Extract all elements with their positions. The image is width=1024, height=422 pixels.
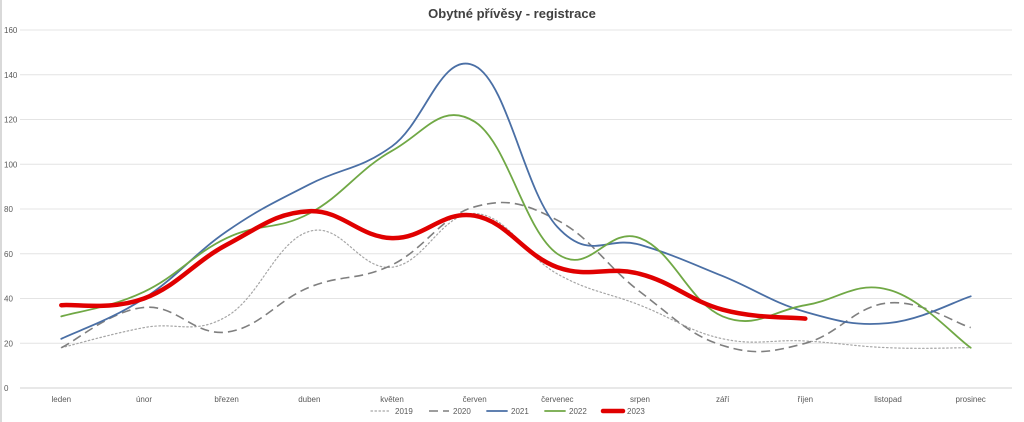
x-tick-label: květen bbox=[380, 395, 404, 404]
y-tick-label: 0 bbox=[4, 384, 9, 393]
legend-label-2023: 2023 bbox=[627, 407, 645, 416]
x-tick-label: září bbox=[716, 395, 730, 404]
series-line-2021 bbox=[60, 62, 972, 340]
y-tick-label: 140 bbox=[4, 71, 18, 80]
window-edge bbox=[0, 0, 2, 422]
x-tick-label: prosinec bbox=[956, 395, 986, 404]
series-line-2019 bbox=[60, 212, 972, 349]
y-axis-ticks: 0 20 40 60 80 100 120 140 160 bbox=[4, 26, 18, 393]
x-tick-label: duben bbox=[298, 395, 320, 404]
series-line-2022 bbox=[60, 114, 972, 349]
x-tick-label: leden bbox=[52, 395, 72, 404]
x-tick-label: říjen bbox=[798, 395, 814, 404]
y-tick-label: 120 bbox=[4, 116, 18, 125]
y-tick-label: 40 bbox=[4, 295, 13, 304]
x-axis-ticks: leden únor březen duben květen červen červenec… bbox=[52, 395, 986, 404]
series-line-2023 bbox=[59, 208, 808, 321]
x-tick-label: červen bbox=[463, 395, 487, 404]
x-tick-label: únor bbox=[136, 395, 152, 404]
legend: 2019 2020 2021 2022 2023 bbox=[370, 407, 645, 416]
chart-title: Obytné přívěsy - registrace bbox=[428, 6, 596, 21]
y-tick-label: 80 bbox=[4, 205, 13, 214]
x-tick-label: březen bbox=[214, 395, 238, 404]
legend-label-2021: 2021 bbox=[511, 407, 529, 416]
y-tick-label: 20 bbox=[4, 339, 13, 348]
x-tick-label: červenec bbox=[541, 395, 573, 404]
y-tick-label: 160 bbox=[4, 26, 18, 35]
legend-label-2022: 2022 bbox=[569, 407, 587, 416]
grid-layer bbox=[20, 29, 1012, 389]
series-line-2020 bbox=[60, 201, 971, 353]
legend-label-2020: 2020 bbox=[453, 407, 471, 416]
y-tick-label: 60 bbox=[4, 250, 13, 259]
y-tick-label: 100 bbox=[4, 160, 18, 169]
x-tick-label: listopad bbox=[874, 395, 902, 404]
series-layer bbox=[59, 62, 972, 353]
x-tick-label: srpen bbox=[630, 395, 650, 404]
legend-label-2019: 2019 bbox=[395, 407, 413, 416]
